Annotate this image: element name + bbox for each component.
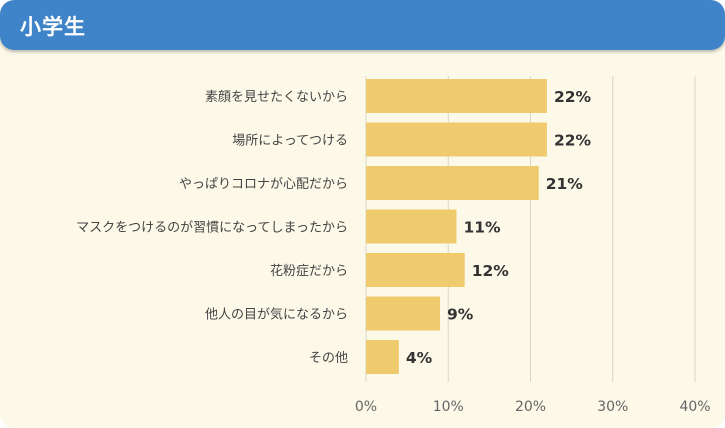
value-label: 22% (554, 132, 592, 150)
category-label: 場所によってつける (232, 134, 348, 149)
bar (366, 253, 465, 287)
category-label: 花粉症だから (270, 263, 348, 279)
x-tick-label: 0% (355, 399, 377, 415)
x-tick-label: 10% (433, 399, 464, 415)
value-label: 4% (406, 349, 433, 367)
value-label: 22% (554, 88, 592, 106)
bar (366, 296, 441, 331)
bar (366, 122, 547, 157)
category-label: マスクをつけるのが習慣になってしまったから (76, 220, 348, 236)
bar (366, 166, 539, 200)
bar (366, 209, 457, 244)
category-label: やっぱりコロナが心配だから (179, 177, 348, 192)
category-label: 素顔を見せたくないから (205, 90, 348, 105)
x-tick-label: 20% (515, 399, 546, 415)
value-label: 11% (463, 219, 501, 237)
bar (366, 340, 399, 374)
category-label: その他 (309, 351, 348, 366)
value-label: 21% (546, 175, 584, 193)
category-label: 他人の目が気になるから (205, 307, 348, 323)
header-bar: 小学生 (0, 0, 725, 50)
value-label: 9% (447, 306, 474, 324)
bar (366, 79, 547, 113)
x-tick-label: 40% (679, 399, 710, 415)
value-label: 12% (472, 262, 510, 280)
chart-title: 小学生 (20, 15, 86, 39)
x-tick-label: 30% (597, 399, 628, 415)
